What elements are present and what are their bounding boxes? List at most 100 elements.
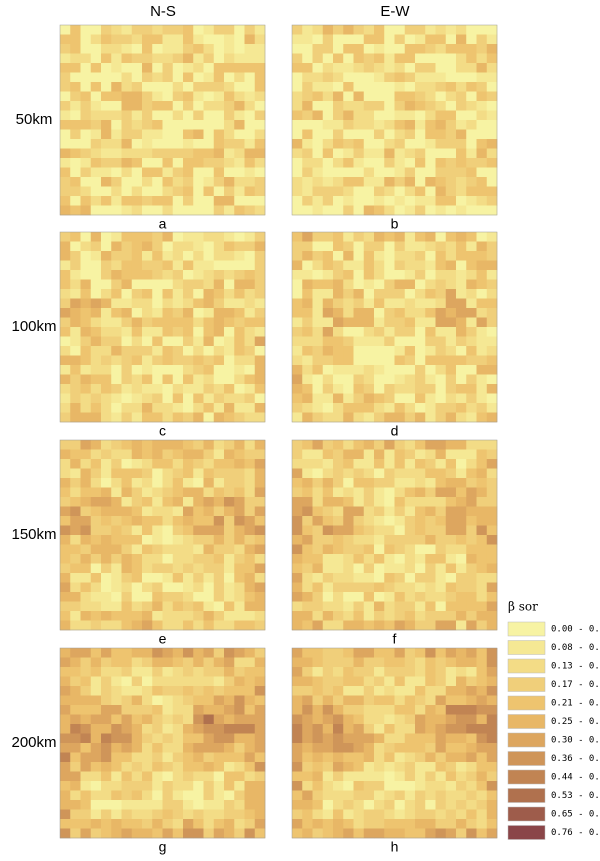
map-cell — [60, 251, 71, 261]
map-cell — [121, 270, 133, 280]
map-cell — [152, 781, 163, 791]
map-cell — [172, 790, 184, 801]
map-cell — [70, 186, 81, 197]
map-cell — [292, 601, 303, 612]
map-cell — [183, 317, 194, 328]
map-cell — [203, 232, 215, 242]
map-cell — [90, 554, 102, 564]
map-cell — [312, 449, 324, 460]
map-cell — [466, 403, 477, 413]
map-cell — [456, 743, 467, 753]
map-cell — [486, 63, 498, 73]
map-cell — [111, 592, 122, 602]
map-cell — [363, 695, 375, 706]
map-cell — [322, 790, 334, 801]
map-cell — [333, 34, 344, 45]
map-cell — [234, 336, 245, 347]
map-cell — [90, 790, 102, 801]
map-cell — [152, 752, 163, 763]
map-cell — [322, 459, 334, 469]
map-cell — [193, 101, 204, 111]
map-cell — [234, 657, 245, 668]
map-cell — [213, 44, 225, 54]
map-cell — [172, 129, 184, 140]
map-cell — [80, 158, 92, 168]
map-cell — [162, 44, 174, 54]
map-cell — [254, 676, 266, 687]
map-cell — [374, 667, 385, 677]
map-cell — [394, 695, 406, 706]
map-cell — [172, 279, 184, 290]
map-cell — [292, 582, 303, 593]
map-cell — [152, 601, 163, 612]
map-cell — [394, 260, 406, 271]
map-cell — [353, 743, 365, 753]
map-cell — [203, 365, 215, 375]
map-cell — [121, 232, 133, 242]
map-cell — [234, 714, 245, 725]
map-cell — [111, 582, 122, 593]
map-cell — [435, 582, 447, 593]
map-cell — [415, 676, 426, 687]
map-cell — [404, 478, 416, 488]
map-cell — [162, 809, 174, 820]
map-cell — [466, 186, 477, 197]
map-cell — [415, 308, 426, 318]
legend-swatch — [507, 751, 546, 766]
map-cell — [404, 440, 416, 450]
map-cell — [152, 535, 163, 545]
map-cell — [121, 743, 133, 753]
map-cell — [90, 611, 102, 621]
map-cell — [234, 346, 245, 356]
map-cell — [343, 487, 354, 498]
map-cell — [322, 440, 334, 450]
map-cell — [374, 781, 385, 791]
map-cell — [292, 506, 303, 517]
map-cell — [333, 516, 344, 526]
map-cell — [363, 63, 375, 73]
map-cell — [415, 667, 426, 677]
map-cell — [456, 573, 467, 583]
map-cell — [384, 374, 395, 385]
map-cell — [203, 516, 215, 526]
map-cell — [445, 186, 457, 197]
map-cell — [203, 317, 215, 328]
map-cell — [142, 667, 153, 677]
map-cell — [302, 601, 313, 612]
map-cell — [456, 611, 467, 621]
map-cell — [60, 582, 71, 593]
map-cell — [70, 355, 81, 366]
map-cell — [292, 53, 303, 64]
map-cell — [121, 468, 133, 479]
map-cell — [486, 120, 498, 130]
map-cell — [374, 478, 385, 488]
map-cell — [162, 724, 174, 734]
map-cell — [213, 270, 225, 280]
map-cell — [486, 158, 498, 168]
map-cell — [343, 403, 354, 413]
map-cell — [312, 544, 324, 555]
map-cell — [333, 412, 344, 423]
map-cell — [70, 506, 81, 517]
map-cell — [193, 82, 204, 92]
map-cell — [183, 535, 194, 545]
map-cell — [234, 365, 245, 375]
map-cell — [234, 158, 245, 168]
map-cell — [70, 403, 81, 413]
map-cell — [435, 384, 447, 394]
map-cell — [152, 790, 163, 801]
map-cell — [224, 34, 235, 45]
map-cell — [476, 205, 488, 216]
map-cell — [415, 478, 426, 488]
map-cell — [435, 403, 447, 413]
map-cell — [70, 648, 81, 658]
map-cell — [172, 82, 184, 92]
map-cell — [121, 525, 133, 536]
map-cell — [322, 270, 334, 280]
map-cell — [312, 478, 324, 488]
map-cell — [142, 148, 153, 159]
map-cell — [353, 620, 365, 631]
map-cell — [415, 535, 426, 545]
map-cell — [101, 819, 112, 829]
map-cell — [292, 667, 303, 677]
